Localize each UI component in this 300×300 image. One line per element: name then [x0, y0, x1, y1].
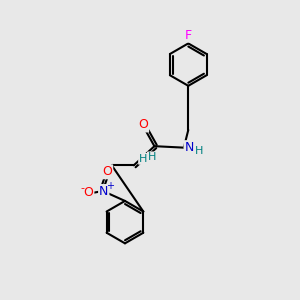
Text: -: - [80, 183, 84, 193]
Text: H: H [148, 152, 156, 162]
Text: N: N [184, 141, 194, 154]
Text: N: N [99, 185, 109, 198]
Text: H: H [139, 154, 147, 164]
Text: H: H [194, 146, 203, 156]
Text: F: F [185, 29, 192, 42]
Text: O: O [83, 187, 93, 200]
Text: O: O [102, 165, 112, 178]
Text: O: O [138, 118, 148, 131]
Text: +: + [106, 181, 114, 191]
